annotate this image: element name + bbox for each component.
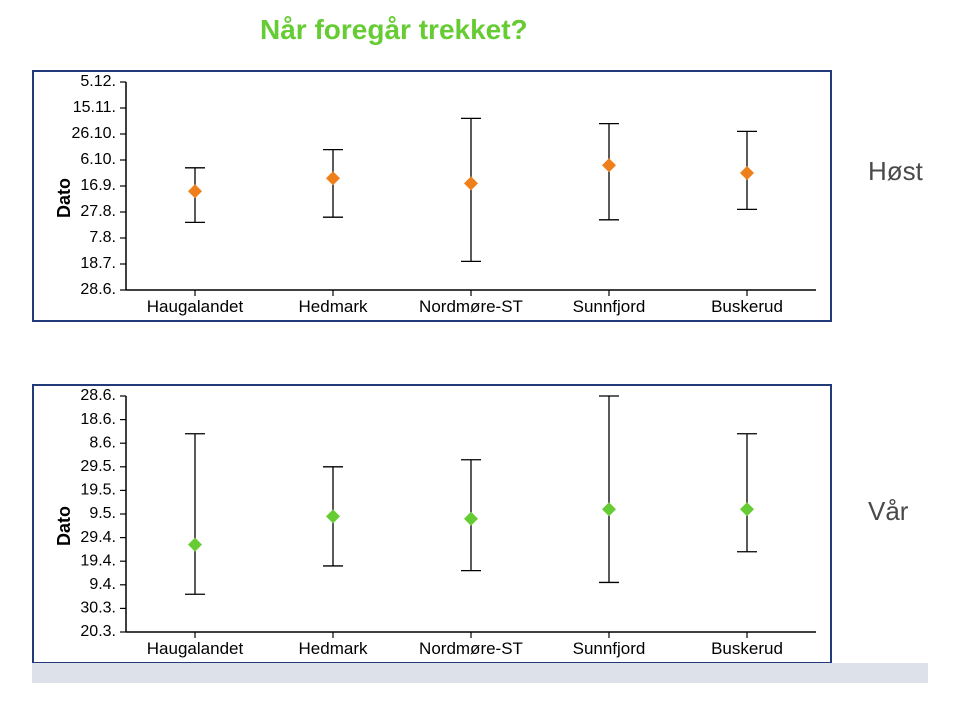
x-category-label: Haugalandet: [147, 297, 244, 316]
slide: Når foregår trekket? Dato 28.6. 18.7. 7.8.…: [0, 0, 960, 711]
y-tick-label: 5.12.: [80, 73, 116, 90]
y-tick-label: 8.6.: [89, 434, 116, 451]
data-marker: [326, 509, 340, 523]
y-tick-label: 26.10.: [72, 125, 116, 142]
y-tick-label: 20.3.: [80, 623, 116, 640]
chart-autumn-frame: Dato 28.6. 18.7. 7.8. 27.8. 16.9. 6.10. 26.10.…: [32, 70, 832, 322]
y-tick-label: 9.4.: [89, 576, 116, 593]
chart-spring: 20.3. 30.3. 9.4. 19.4. 29.4. 9.5. 19.5. 29.5. 8.…: [34, 386, 830, 662]
x-category-label: Nordmøre-ST: [419, 297, 523, 316]
y-tick-label: 30.3.: [80, 600, 116, 617]
y-tick-label: 18.6.: [80, 411, 116, 428]
y-tick-label: 16.9.: [80, 177, 116, 194]
y-tick-label: 27.8.: [80, 203, 116, 220]
season-label-autumn: Høst: [868, 156, 923, 187]
data-marker: [188, 538, 202, 552]
y-tick-label: 19.5.: [80, 482, 116, 499]
data-marker: [740, 502, 754, 516]
y-tick-label: 19.4.: [80, 552, 116, 569]
x-category-label: Sunnfjord: [573, 297, 646, 316]
data-marker: [740, 166, 754, 180]
y-tick-label: 29.4.: [80, 529, 116, 546]
y-tick-label: 28.6.: [80, 281, 116, 298]
y-tick-label: 9.5.: [89, 505, 116, 522]
data-marker: [326, 171, 340, 185]
y-tick-label: 15.11.: [73, 99, 116, 116]
x-category-label: Buskerud: [711, 297, 783, 316]
season-label-spring: Vår: [868, 496, 908, 527]
chart-autumn: 28.6. 18.7. 7.8. 27.8. 16.9. 6.10. 26.10. 15.11…: [34, 72, 830, 320]
data-marker: [464, 512, 478, 526]
y-tick-label: 28.6.: [80, 387, 116, 404]
x-category-label: Haugalandet: [147, 639, 244, 658]
y-tick-label: 29.5.: [80, 458, 116, 475]
y-axis-label-autumn: Dato: [54, 178, 75, 218]
chart-spring-frame: Dato 20.3. 30.3. 9.4. 19.4. 29.4. 9.5. 19.5. 29…: [32, 384, 832, 664]
x-category-label: Hedmark: [299, 639, 368, 658]
data-marker: [188, 184, 202, 198]
y-axis-label-spring: Dato: [54, 506, 75, 546]
data-marker: [602, 158, 616, 172]
x-category-label: Sunnfjord: [573, 639, 646, 658]
y-tick-label: 18.7.: [80, 255, 116, 272]
x-category-label: Nordmøre-ST: [419, 639, 523, 658]
slide-title: Når foregår trekket?: [260, 14, 528, 46]
y-tick-label: 6.10.: [80, 151, 116, 168]
data-marker: [464, 176, 478, 190]
footer-band: [32, 663, 928, 683]
x-category-label: Hedmark: [299, 297, 368, 316]
data-marker: [602, 502, 616, 516]
x-category-label: Buskerud: [711, 639, 783, 658]
y-tick-label: 7.8.: [89, 229, 116, 246]
